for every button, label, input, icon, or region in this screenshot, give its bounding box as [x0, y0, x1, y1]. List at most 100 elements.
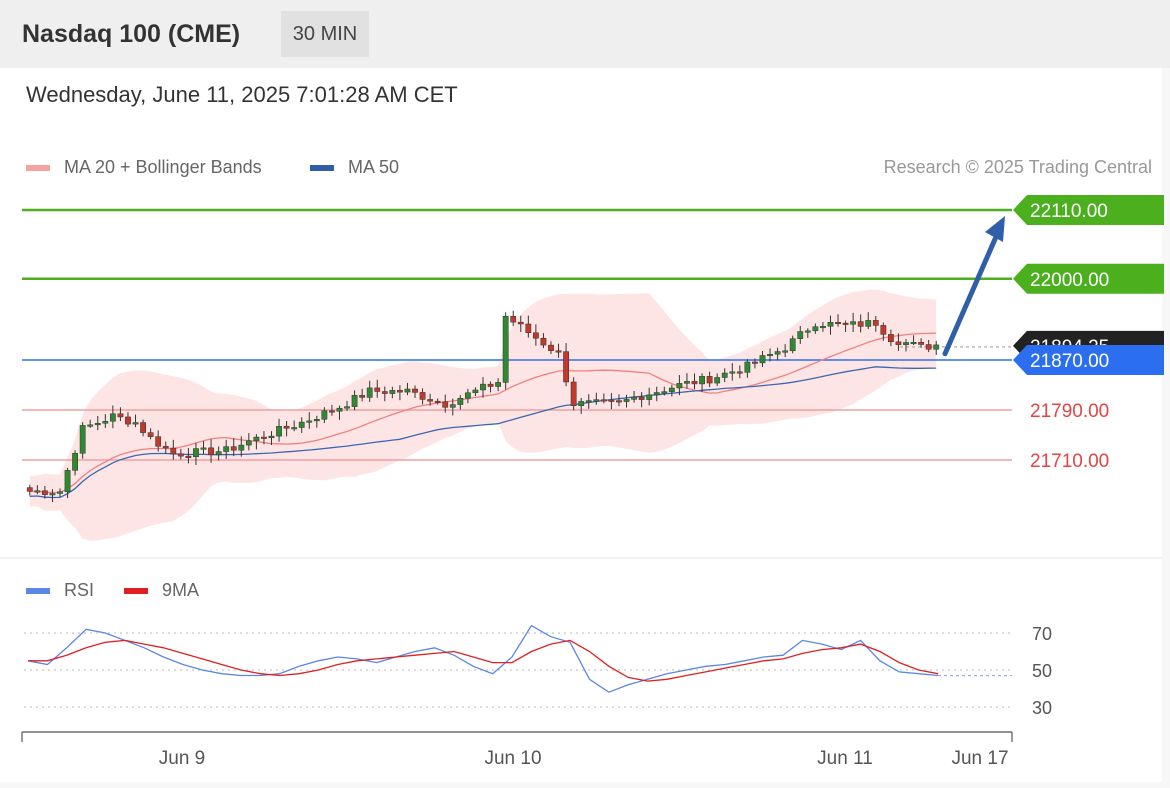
candle-up — [767, 353, 773, 356]
candle-down — [525, 323, 532, 334]
legend-ma20: MA 20 + Bollinger Bands — [26, 157, 262, 178]
candle-up — [306, 420, 313, 423]
candle-up — [774, 351, 781, 355]
rsi-tick-label: 70 — [1032, 624, 1052, 644]
candle-up — [668, 387, 675, 392]
candle-up — [585, 400, 592, 403]
candle-up — [714, 377, 721, 384]
candle-down — [608, 399, 615, 402]
candle-down — [517, 321, 524, 325]
candle-down — [434, 400, 441, 403]
candle-up — [109, 413, 116, 422]
candle-up — [321, 410, 328, 420]
candle-down — [125, 416, 131, 425]
candle-up — [276, 426, 282, 437]
candle-down — [888, 334, 894, 343]
candle-up — [268, 435, 275, 439]
price-tag-label: 21710.00 — [1030, 451, 1109, 472]
candle-up — [729, 371, 736, 374]
candle-down — [381, 391, 388, 394]
bollinger-band — [29, 289, 937, 541]
legend-9ma: 9MA — [124, 580, 199, 601]
candle-up — [578, 401, 585, 407]
projection-arrow-line — [942, 227, 1002, 357]
candle-up — [676, 383, 683, 389]
timeframe-button[interactable]: 30 MIN — [281, 11, 369, 57]
candle-up — [57, 491, 63, 494]
candle-up — [472, 389, 479, 394]
candle-down — [147, 432, 154, 437]
candle-up — [238, 444, 245, 451]
candle-up — [684, 381, 690, 384]
projection-arrow-head — [985, 216, 1005, 242]
candle-down — [41, 490, 48, 495]
candle-down — [563, 351, 569, 383]
candle-up — [34, 490, 41, 493]
x-tick-label: Jun 10 — [484, 748, 541, 769]
candle-up — [389, 390, 396, 394]
candle-down — [162, 446, 169, 449]
candle-up — [812, 326, 819, 332]
candle-up — [351, 395, 358, 407]
candle-down — [842, 322, 849, 325]
candle-up — [64, 470, 71, 492]
candle-up — [744, 361, 751, 373]
candle-up — [804, 330, 811, 333]
candle-up — [215, 451, 222, 456]
candle-up — [404, 388, 411, 393]
chart-header: Nasdaq 100 (CME) 30 MIN — [0, 0, 1170, 68]
candle-down — [442, 401, 449, 408]
price-tag-target-0: 22110.00 — [1013, 195, 1164, 225]
candle-up — [910, 342, 917, 345]
legend-9ma-label: 9MA — [162, 580, 200, 600]
credit-text: Research © 2025 Trading Central — [883, 157, 1152, 177]
candle-up — [480, 383, 486, 391]
candle-down — [925, 344, 932, 350]
candle-up — [464, 392, 471, 399]
candle-down — [570, 381, 577, 407]
candle-up — [502, 316, 509, 383]
candle-down — [540, 337, 547, 346]
candle-up — [903, 342, 909, 345]
x-tick-label: Jun 11 — [817, 748, 873, 769]
candle-up — [593, 399, 600, 402]
candle-down — [895, 341, 902, 345]
legend-ma20-swatch — [26, 164, 50, 171]
candle-down — [374, 387, 381, 392]
instrument-title: Nasdaq 100 (CME) — [22, 20, 241, 48]
price-tag-label: 22110.00 — [1030, 201, 1108, 222]
candle-up — [782, 350, 789, 353]
price-tag-resistance-1: 22000.00 — [1013, 263, 1164, 294]
candle-down — [397, 390, 403, 393]
candle-down — [736, 371, 743, 374]
candle-up — [336, 407, 343, 412]
candle-up — [200, 447, 207, 450]
candle-down — [261, 436, 267, 439]
candle-up — [457, 398, 464, 405]
candle-up — [94, 423, 101, 426]
chart-datetime: Wednesday, June 11, 2025 7:01:28 AM CET — [26, 82, 458, 107]
candle-down — [918, 342, 925, 345]
rsi-tick-label: 30 — [1032, 698, 1052, 718]
candle-down — [600, 399, 607, 402]
candle-down — [706, 376, 713, 384]
candle-down — [359, 395, 366, 398]
candle-down — [329, 410, 335, 413]
candle-up — [344, 406, 350, 409]
candle-down — [283, 426, 290, 429]
candle-up — [72, 453, 78, 471]
candle-up — [313, 419, 320, 422]
candle-down — [487, 383, 494, 387]
candles-group — [26, 310, 940, 503]
price-tag-label: 22000.00 — [1030, 270, 1109, 291]
candle-down — [155, 436, 162, 447]
price-tag-label: 21870.00 — [1030, 351, 1109, 372]
price-tag-label: 21790.00 — [1030, 401, 1109, 422]
candle-up — [865, 320, 872, 327]
candle-up — [820, 326, 826, 329]
candle-up — [827, 322, 834, 327]
candle-down — [835, 322, 841, 325]
candle-up — [366, 387, 373, 398]
legend-9ma-swatch — [124, 587, 148, 594]
